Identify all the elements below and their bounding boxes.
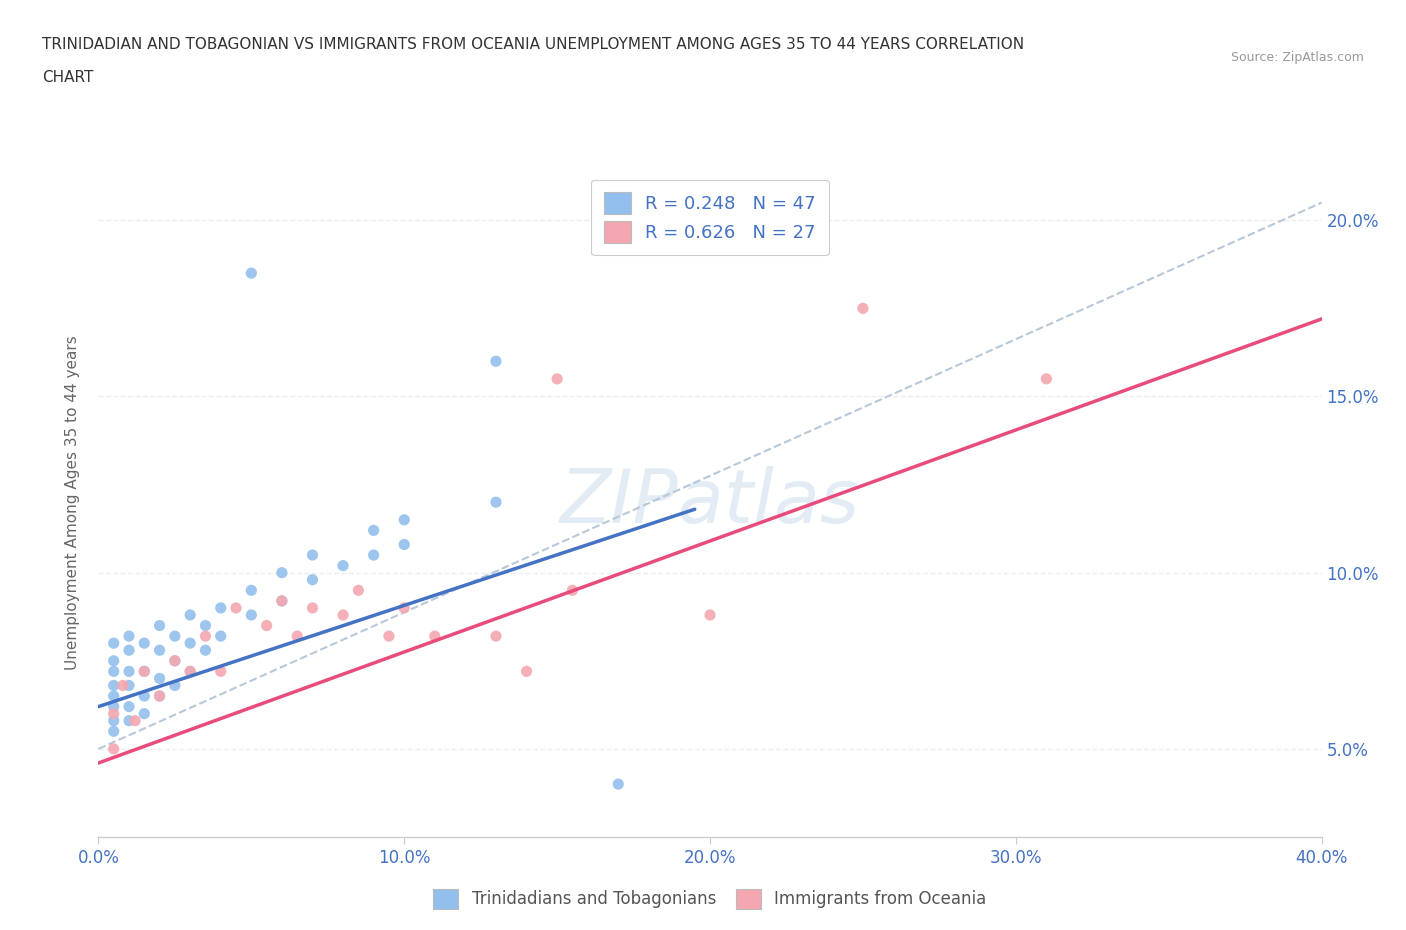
Point — [270, 593, 292, 608]
Point — [118, 629, 141, 644]
Point — [103, 706, 125, 721]
Point — [270, 593, 292, 608]
Point — [118, 699, 141, 714]
Point — [332, 558, 354, 573]
Point — [179, 636, 201, 651]
Point — [163, 629, 186, 644]
Point — [392, 537, 416, 551]
Point — [485, 629, 508, 644]
Text: CHART: CHART — [42, 70, 94, 85]
Point — [163, 678, 186, 693]
Point — [852, 301, 875, 316]
Point — [179, 607, 201, 622]
Point — [546, 371, 568, 386]
Point — [209, 664, 232, 679]
Point — [134, 688, 156, 703]
Point — [516, 664, 538, 679]
Point — [240, 266, 263, 281]
Point — [270, 565, 292, 580]
Point — [118, 643, 141, 658]
Point — [194, 643, 217, 658]
Point — [332, 607, 354, 622]
Point — [240, 583, 263, 598]
Point — [347, 583, 370, 598]
Point — [1035, 371, 1057, 386]
Point — [285, 629, 308, 644]
Point — [485, 353, 508, 368]
Point — [209, 629, 232, 644]
Text: TRINIDADIAN AND TOBAGONIAN VS IMMIGRANTS FROM OCEANIA UNEMPLOYMENT AMONG AGES 35: TRINIDADIAN AND TOBAGONIAN VS IMMIGRANTS… — [42, 37, 1025, 52]
Point — [103, 664, 125, 679]
Point — [256, 618, 278, 633]
Point — [134, 706, 156, 721]
Point — [163, 654, 186, 669]
Point — [194, 629, 217, 644]
Point — [134, 664, 156, 679]
Point — [699, 607, 721, 622]
Legend: Trinidadians and Tobagonians, Immigrants from Oceania: Trinidadians and Tobagonians, Immigrants… — [426, 882, 994, 916]
Point — [149, 688, 172, 703]
Point — [163, 654, 186, 669]
Point — [111, 678, 134, 693]
Y-axis label: Unemployment Among Ages 35 to 44 years: Unemployment Among Ages 35 to 44 years — [65, 335, 80, 670]
Point — [149, 618, 172, 633]
Point — [124, 713, 146, 728]
Point — [561, 583, 583, 598]
Point — [103, 678, 125, 693]
Point — [363, 548, 385, 563]
Text: ZIPatlas: ZIPatlas — [560, 466, 860, 538]
Point — [118, 664, 141, 679]
Point — [149, 688, 172, 703]
Point — [392, 601, 416, 616]
Point — [118, 678, 141, 693]
Point — [225, 601, 247, 616]
Point — [103, 741, 125, 756]
Point — [118, 713, 141, 728]
Point — [103, 724, 125, 738]
Point — [423, 629, 446, 644]
Point — [607, 777, 630, 791]
Point — [301, 548, 323, 563]
Point — [301, 601, 323, 616]
Point — [240, 607, 263, 622]
Point — [179, 664, 201, 679]
Point — [103, 654, 125, 669]
Point — [378, 629, 401, 644]
Point — [485, 495, 508, 510]
Point — [209, 601, 232, 616]
Point — [149, 643, 172, 658]
Point — [301, 572, 323, 587]
Text: Source: ZipAtlas.com: Source: ZipAtlas.com — [1230, 51, 1364, 64]
Point — [103, 688, 125, 703]
Point — [363, 523, 385, 538]
Point — [103, 699, 125, 714]
Point — [179, 664, 201, 679]
Point — [392, 512, 416, 527]
Point — [103, 713, 125, 728]
Point — [149, 671, 172, 685]
Point — [134, 664, 156, 679]
Point — [194, 618, 217, 633]
Point — [103, 636, 125, 651]
Point — [134, 636, 156, 651]
